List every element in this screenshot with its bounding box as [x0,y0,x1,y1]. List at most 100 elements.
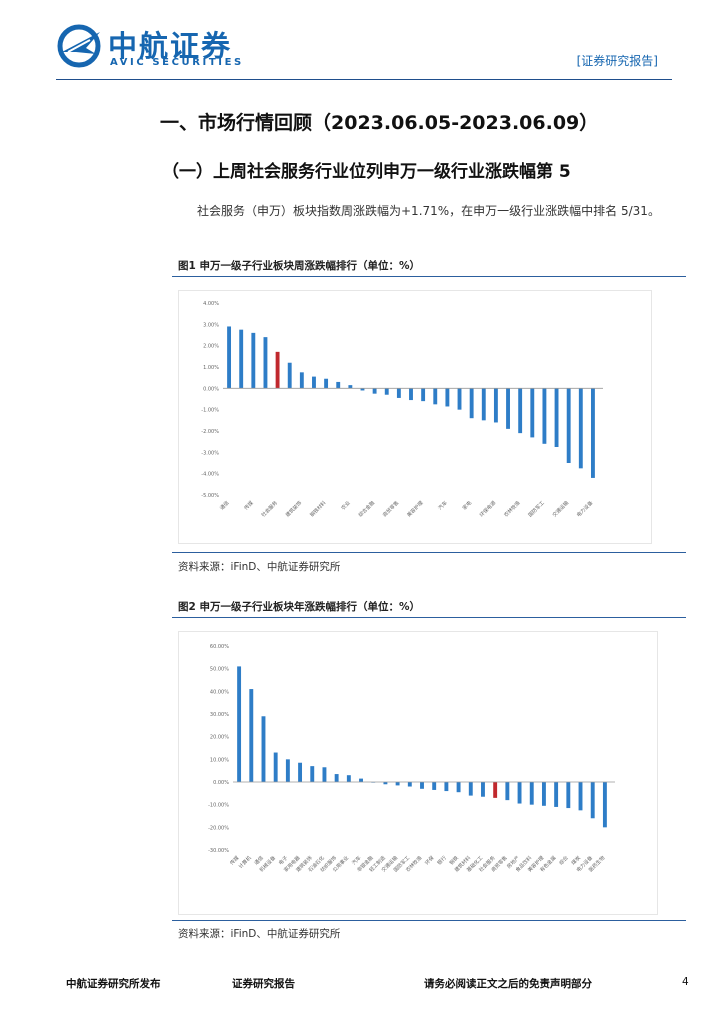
bar [602,782,607,828]
y-tick-label: 40.00% [210,689,229,695]
bar [590,782,595,819]
bar [263,337,268,389]
x-tick-label: 计算机 [237,854,253,870]
bar [444,782,449,792]
x-tick-label: 交通运输 [551,499,570,518]
footer-publisher: 中航证券研究所发布 [66,978,161,990]
bar [445,388,450,407]
header-divider [56,79,672,80]
logo-chinese-text: 中航证券 [108,29,233,63]
x-tick-label: 国防军工 [527,499,546,518]
bar [590,388,595,478]
y-tick-label: -10.00% [208,803,229,809]
figure1-source: 资料来源：iFinD、中航证券研究所 [178,561,341,573]
bar [273,752,278,782]
bar [433,388,438,405]
bar [529,782,534,805]
figure1-chart: 4.00% 3.00% 2.00% 1.00% 0.00% -1.00% -2.00% -3.… [178,290,652,544]
bar [493,782,498,798]
x-tick-label: 电力设备 [575,499,594,518]
bar [322,767,327,782]
bar [566,388,571,463]
bar [359,778,363,782]
company-logo: 中航证券 AVIC SECURITIES [56,22,256,74]
x-tick-label: 银行 [436,854,448,866]
bar [578,782,583,811]
bar [457,388,462,410]
section-heading: 一、市场行情回顾（2023.06.05-2023.06.09） [160,112,599,134]
bar [249,689,254,782]
footer-doc-type: 证券研究报告 [232,978,295,990]
figure2-title: 图2 申万一级子行业板块年涨跌幅排行（单位：%） [178,601,420,613]
bar [395,782,400,786]
y-tick-label: 1.00% [203,365,219,371]
y-tick-label: -20.00% [208,825,229,831]
footer-disclaimer: 请务必阅读正文之后的免责声明部分 [424,978,592,990]
bar [554,388,559,447]
bar [310,766,315,782]
bar [468,782,473,796]
bar [505,782,510,801]
figure1-top-rule [172,276,686,277]
bar [541,782,546,806]
y-tick-label: -5.00% [201,493,219,499]
bar [324,378,329,389]
figure1-chart-svg: 4.00% 3.00% 2.00% 1.00% 0.00% -1.00% -2.00% -3.… [201,301,603,519]
x-tick-label: 社会服务 [260,499,279,518]
bar [287,362,292,389]
bar [372,388,377,394]
bar [518,388,523,434]
bar [456,782,461,793]
y-tick-label: 3.00% [203,322,219,328]
bar [420,782,424,789]
x-tick-label: 钢铁材料 [308,499,327,518]
bar [396,388,401,398]
bar [298,762,303,782]
x-tick-label: 通信 [218,499,230,511]
bar [251,332,256,389]
y-tick-label: -4.00% [201,472,219,478]
y-tick-label: -2.00% [201,429,219,435]
bar [554,782,559,807]
x-tick-label: 农业 [340,499,352,511]
x-tick-label: 美容护理 [405,499,424,518]
y-tick-label: 60.00% [210,644,229,650]
figure1-bottom-rule [172,552,686,553]
y-tick-label: 30.00% [210,712,229,718]
report-type-tag: [证券研究报告] [576,54,658,68]
bar [346,775,351,782]
x-tick-label: 农林牧渔 [502,499,521,518]
bar [239,329,244,389]
y-tick-label: 2.00% [203,344,219,350]
y-tick-label: 0.00% [203,386,219,392]
x-tick-label: 环保电源 [478,499,497,518]
bar [421,388,426,402]
figure1-title: 图1 申万一级子行业板块周涨跌幅排行（单位：%） [178,260,420,272]
bar [312,376,316,389]
y-tick-label: 50.00% [210,667,229,673]
bar [481,388,486,421]
page-number: 4 [682,976,689,988]
bar [334,774,339,782]
bar [432,782,437,790]
y-tick-label: 10.00% [210,757,229,763]
bar [469,388,474,419]
figure2-source: 资料来源：iFinD、中航证券研究所 [178,928,341,940]
bar [348,385,353,389]
y-tick-label: 4.00% [203,301,219,307]
bar [285,759,290,782]
x-tick-label: 建筑装饰 [284,499,303,518]
bar [407,782,412,787]
x-tick-label: 综合金融 [357,499,376,518]
y-tick-label: -1.00% [201,408,219,414]
x-tick-label: 环保 [424,854,436,866]
bar [299,372,304,389]
bar [384,388,389,395]
bar [360,388,365,391]
bar [275,351,280,389]
bar [481,782,485,797]
summary-paragraph: 社会服务（申万）板块指数周涨跌幅为+1.71%，在申万一级行业涨跌幅中排名 5/… [197,204,660,218]
figure2-top-rule [172,617,686,618]
figure2-chart-svg: 60.00% 50.00% 40.00% 30.00% 20.00% 10.00% 0.00… [208,644,615,874]
x-tick-label: 传媒 [243,499,255,511]
